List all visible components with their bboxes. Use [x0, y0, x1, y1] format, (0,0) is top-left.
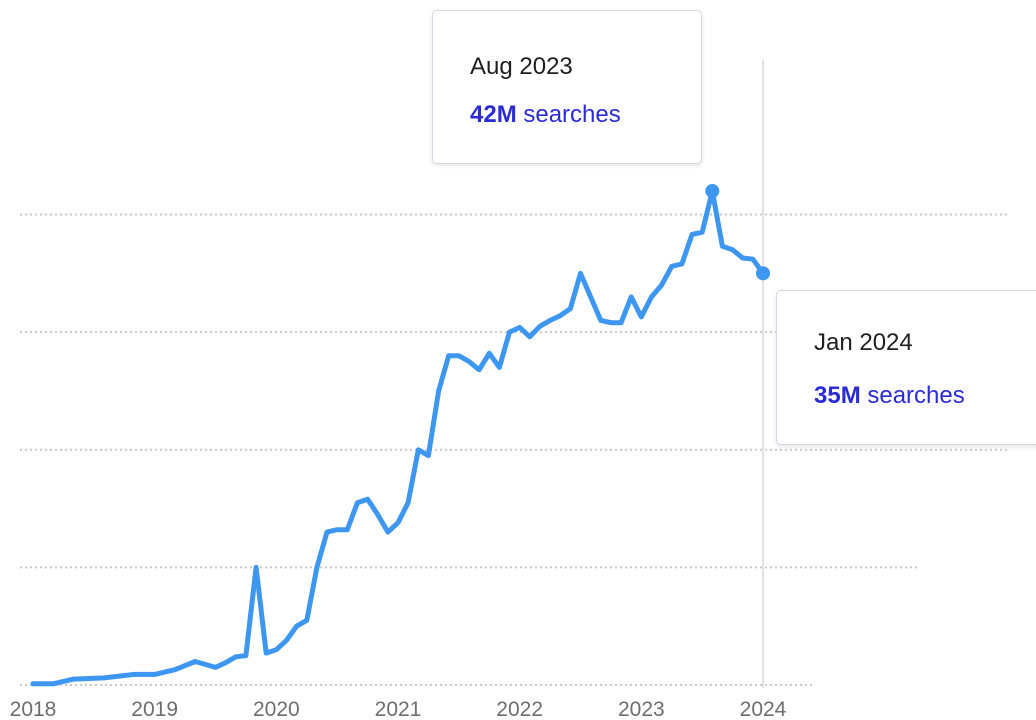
series-line: [30, 188, 766, 687]
tooltip-peak: Aug 2023 42M searches: [432, 10, 702, 164]
series-line-layer: [30, 188, 766, 687]
tooltip-peak-value: 42M: [470, 101, 517, 128]
tooltip-latest-value: 35M: [814, 382, 861, 409]
x-tick-label: 2022: [496, 698, 543, 720]
x-tick-label: 2021: [375, 698, 422, 720]
marker-layer: [705, 184, 770, 281]
tooltip-latest-value-row: 35M searches: [814, 382, 965, 410]
tooltip-peak-date: Aug 2023: [470, 53, 573, 80]
tooltip-latest-unit: searches: [867, 382, 965, 409]
x-tick-label: 2018: [10, 698, 57, 720]
x-tick-label: 2024: [740, 698, 787, 720]
tooltip-peak-unit: searches: [523, 101, 621, 128]
tooltip-latest-date: Jan 2024: [814, 329, 913, 356]
tooltip-peak-value-row: 42M searches: [470, 101, 621, 129]
x-tick-label: 2019: [131, 698, 178, 720]
x-tick-label: 2020: [253, 698, 300, 720]
tooltip-latest: Jan 2024 35M searches: [776, 290, 1036, 445]
gridlines: [20, 213, 1010, 686]
x-tick-label: 2023: [618, 698, 665, 720]
annotation-point[interactable]: [705, 184, 720, 198]
x-axis-ticks: 2018 2019 2020 2021 2022 2023 2024: [10, 698, 787, 720]
annotation-point[interactable]: [756, 266, 770, 281]
